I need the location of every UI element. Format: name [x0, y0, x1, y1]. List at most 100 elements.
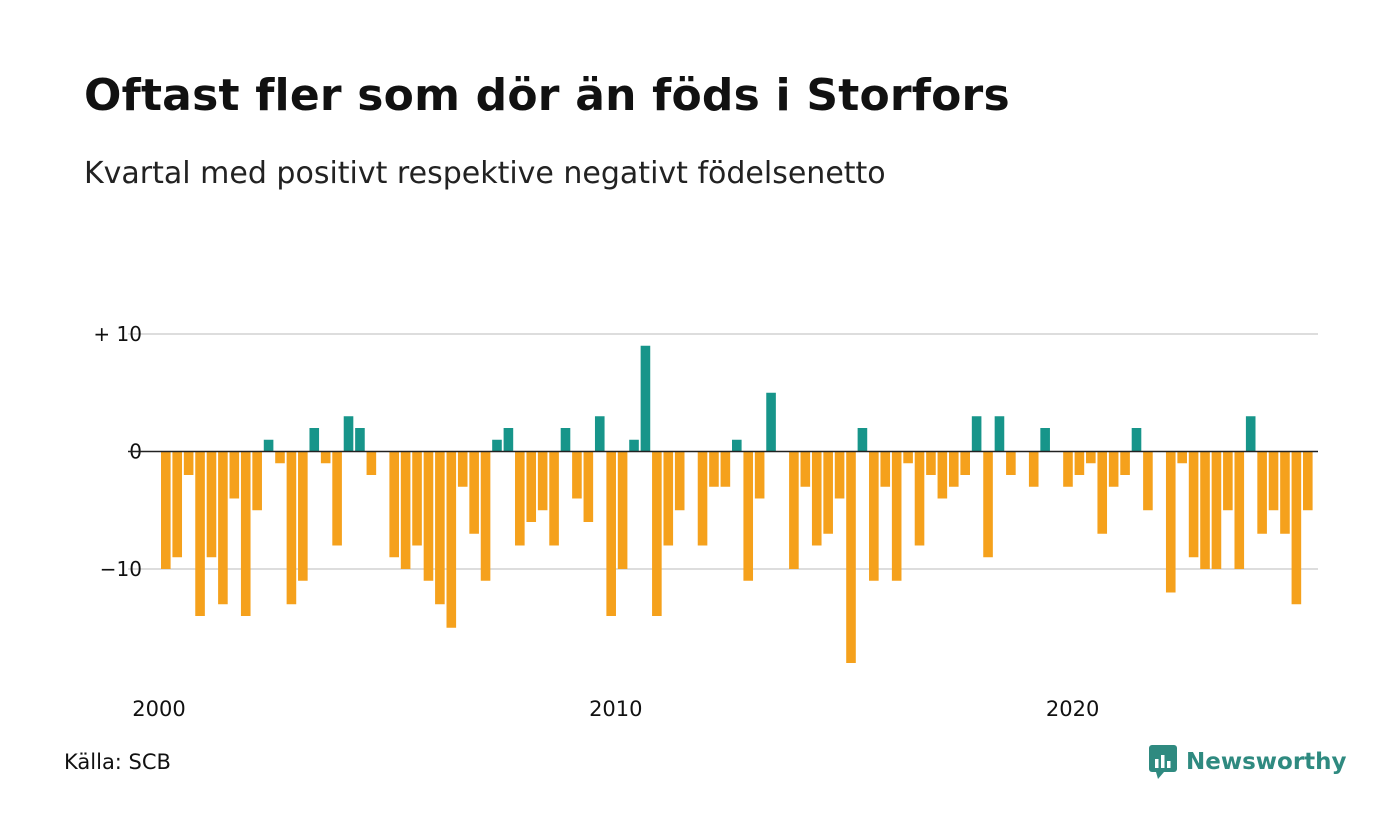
bar	[572, 451, 582, 499]
x-tick-label: 2010	[589, 697, 642, 721]
bar	[229, 451, 240, 499]
bar	[366, 451, 377, 475]
bar	[1040, 428, 1050, 452]
bar	[161, 451, 171, 569]
bar	[263, 439, 274, 452]
bar	[1006, 451, 1016, 475]
bar	[766, 392, 776, 452]
bar	[811, 451, 822, 546]
bar	[457, 451, 468, 487]
bar	[435, 451, 445, 605]
bar	[412, 451, 422, 546]
bar	[629, 439, 639, 452]
bar	[1188, 451, 1199, 558]
bar	[857, 428, 868, 452]
chart-subtitle: Kvartal med positivt respektive negativt…	[84, 156, 886, 191]
bar	[446, 451, 457, 628]
bar	[218, 451, 228, 605]
bar	[343, 416, 354, 452]
bar	[754, 451, 765, 499]
bar	[469, 451, 479, 534]
bars	[161, 345, 1313, 663]
bar	[1234, 451, 1245, 569]
bar	[948, 451, 959, 487]
bar	[423, 451, 434, 581]
bar	[1200, 451, 1210, 569]
x-axis-ticks: 2000 2010 2020	[132, 697, 1099, 721]
bar	[1120, 451, 1130, 475]
bar	[332, 451, 342, 546]
bar	[1063, 451, 1073, 487]
bar	[252, 451, 262, 511]
bar	[172, 451, 183, 558]
bar	[1268, 451, 1279, 511]
bar	[1028, 451, 1039, 487]
bar	[275, 451, 285, 464]
bar	[743, 451, 754, 581]
bar	[926, 451, 936, 475]
bar	[971, 416, 982, 452]
bar	[983, 451, 993, 558]
bar	[1177, 451, 1187, 464]
bar	[640, 345, 651, 452]
bar	[1143, 451, 1153, 511]
bar	[674, 451, 685, 511]
bar	[1291, 451, 1302, 605]
bar	[709, 451, 719, 487]
bar	[732, 439, 742, 452]
bar	[1211, 451, 1222, 569]
bar	[549, 451, 559, 546]
bar	[1245, 416, 1256, 452]
bar	[720, 451, 731, 487]
brand-name: Newsworthy	[1186, 749, 1347, 775]
bar	[526, 451, 537, 522]
bar	[652, 451, 662, 616]
bar	[823, 451, 833, 534]
y-tick-label: + 10	[93, 322, 142, 346]
bar	[880, 451, 891, 487]
bar	[789, 451, 799, 569]
bar	[937, 451, 948, 499]
bar	[1165, 451, 1176, 593]
bar	[309, 428, 320, 452]
bar	[355, 428, 365, 452]
bar	[515, 451, 525, 546]
bar	[1303, 451, 1313, 511]
bar	[903, 451, 913, 464]
bar	[891, 451, 902, 581]
bar	[1257, 451, 1267, 534]
bar	[1131, 428, 1142, 452]
bar	[1108, 451, 1119, 487]
bar	[240, 451, 251, 616]
bar	[914, 451, 925, 546]
bar	[537, 451, 548, 511]
bar	[400, 451, 411, 569]
chart-title: Oftast fler som dör än föds i Storfors	[84, 70, 1010, 121]
source-note: Källa: SCB	[64, 750, 171, 774]
bar	[697, 451, 708, 546]
bar	[1280, 451, 1290, 534]
bar	[583, 451, 594, 522]
bar	[298, 451, 308, 581]
bar	[1097, 451, 1108, 534]
bar	[480, 451, 491, 581]
bar	[503, 428, 514, 452]
bar	[206, 451, 217, 558]
bar	[492, 439, 502, 452]
bar	[606, 451, 616, 616]
bar	[869, 451, 879, 581]
bar	[594, 416, 605, 452]
gridlines	[128, 333, 1318, 570]
bar	[183, 451, 194, 475]
bar	[389, 451, 399, 558]
bar	[834, 451, 845, 499]
y-tick-label: −10	[100, 557, 142, 581]
bar	[320, 451, 331, 464]
bar	[960, 451, 970, 475]
bar	[800, 451, 811, 487]
bar	[1223, 451, 1233, 511]
bar	[286, 451, 297, 605]
bar	[617, 451, 628, 569]
x-tick-label: 2000	[132, 697, 185, 721]
